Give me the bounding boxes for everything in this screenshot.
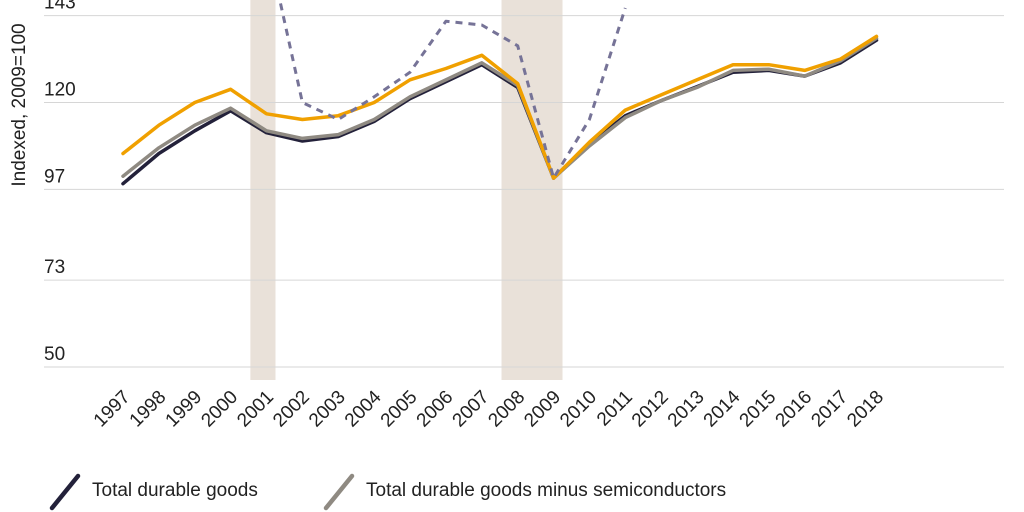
recession-bands <box>250 0 563 380</box>
x-tick-label-2009: 2009 <box>520 387 565 432</box>
series-line-total-durable-goods-minus-semiconductors <box>121 36 879 180</box>
x-tick-label-2013: 2013 <box>664 387 709 432</box>
y-tick-label-97: 97 <box>44 166 65 187</box>
x-tick-label-2012: 2012 <box>628 387 673 432</box>
x-tick-label-2008: 2008 <box>484 387 529 432</box>
x-tick-label-1998: 1998 <box>126 387 171 432</box>
x-tick-label-2004: 2004 <box>341 386 386 431</box>
x-tick-label-2011: 2011 <box>593 387 637 431</box>
x-tick-label-2002: 2002 <box>269 387 314 432</box>
y-axis-title: Indexed, 2009=100 <box>9 23 30 186</box>
legend-label-total-durable-goods-minus-semiconductors: Total durable goods minus semiconductors <box>366 480 726 501</box>
x-tick-label-2006: 2006 <box>413 387 458 432</box>
x-tick-label-2016: 2016 <box>772 387 817 432</box>
x-tick-label-1997: 1997 <box>90 387 135 432</box>
legend-swatch-total-durable-goods-minus-semiconductors <box>323 473 355 511</box>
x-tick-label-2017: 2017 <box>807 387 852 432</box>
gridlines <box>44 15 1004 368</box>
y-axis-tick-labels: 50 73 97 120 143 <box>44 0 76 365</box>
x-tick-label-2000: 2000 <box>197 387 242 432</box>
legend-label-total-durable-goods: Total durable goods <box>92 480 258 501</box>
y-tick-label-143: 143 <box>44 0 76 14</box>
legend: Total durable goods Total durable goods … <box>49 473 726 511</box>
series-line-series-3 <box>121 34 879 180</box>
x-tick-label-2003: 2003 <box>305 387 350 432</box>
x-tick-label-2005: 2005 <box>377 387 422 432</box>
legend-swatch-total-durable-goods <box>49 473 81 511</box>
recession-band-2008-2009 <box>501 0 563 380</box>
recession-band-2001-2001 <box>250 0 276 380</box>
series-line-series-4 <box>278 0 627 180</box>
legend-entry-total-durable-goods: Total durable goods <box>49 473 258 511</box>
y-tick-label-73: 73 <box>44 257 65 278</box>
x-tick-label-2001: 2001 <box>233 387 278 432</box>
y-tick-label-50: 50 <box>44 344 65 365</box>
data-series <box>121 0 879 186</box>
x-tick-label-2010: 2010 <box>556 387 601 432</box>
x-axis-tick-labels: 1997199819992000200120022003200420052006… <box>90 386 888 431</box>
x-tick-label-1999: 1999 <box>162 387 207 432</box>
x-tick-label-2014: 2014 <box>700 386 745 431</box>
legend-entry-total-durable-goods-minus-semiconductors: Total durable goods minus semiconductors <box>323 473 726 511</box>
y-tick-label-120: 120 <box>44 80 76 101</box>
x-tick-label-2018: 2018 <box>843 387 888 432</box>
x-tick-label-2007: 2007 <box>449 387 494 432</box>
x-tick-label-2015: 2015 <box>736 387 781 432</box>
